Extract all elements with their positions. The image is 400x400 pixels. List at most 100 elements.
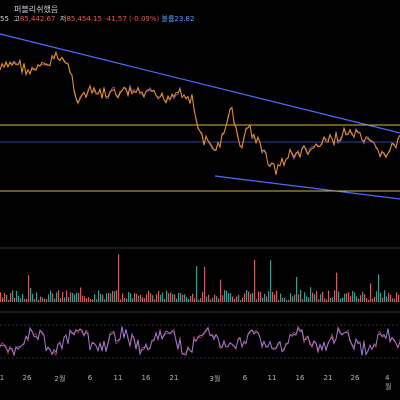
volume-bar [390, 294, 392, 302]
volume-bar [134, 293, 136, 302]
oscillator-pane [0, 324, 400, 359]
volume-bar [242, 297, 244, 302]
volume-bar [174, 294, 176, 302]
volume-bar [94, 294, 96, 302]
volume-bar [72, 293, 74, 302]
time-axis-tick: 4월 [385, 374, 392, 391]
volume-bar [70, 292, 72, 302]
oscillator-signal-line [0, 325, 400, 357]
volume-bar [66, 290, 68, 302]
trendline-group [0, 33, 400, 200]
volume-bar [246, 290, 248, 302]
volume-bar [120, 299, 122, 302]
volume-bar [182, 294, 184, 302]
volume-bar [342, 297, 344, 302]
volume-bar [22, 294, 24, 302]
volume-bar [36, 292, 38, 302]
volume-bar [186, 297, 188, 302]
volume-bar [88, 297, 90, 302]
volume-bar [20, 298, 22, 302]
volume-bar [192, 293, 194, 302]
volume-bar [304, 292, 306, 302]
volume-bar [108, 292, 110, 302]
volume-bar [164, 299, 166, 302]
volume-bar [234, 299, 236, 302]
volume-bar [324, 298, 326, 302]
volume-bar [384, 290, 386, 302]
time-axis-tick: 2월 [54, 375, 66, 383]
volume-bar [358, 298, 360, 302]
volume-bar [378, 274, 380, 302]
volume-bar [198, 299, 200, 302]
volume-bar [262, 297, 264, 302]
volume-bar [176, 298, 178, 302]
volume-bar [104, 299, 106, 302]
volume-bar [306, 296, 308, 302]
volume-bar [138, 295, 140, 302]
volume-bar [132, 298, 134, 302]
volume-bar [208, 294, 210, 302]
volume-bar [204, 266, 206, 302]
time-axis-tick: 6 [242, 374, 248, 382]
time-axis[interactable]: 1 26 2월 6 11 16 21 3월 6 11 16 21 26 4월 [0, 370, 400, 400]
horizontal-line-group [0, 124, 400, 192]
volume-bar [272, 291, 274, 302]
volume-bar [322, 292, 324, 302]
time-axis-tick: 21 [323, 374, 333, 382]
volume-bar [112, 290, 114, 302]
volume-bar [178, 292, 180, 302]
volume-bar [302, 299, 304, 302]
volume-bar [34, 299, 36, 302]
volume-bar [114, 291, 116, 302]
ohlc-open: 55 [0, 15, 9, 23]
volume-bar [60, 298, 62, 302]
volume-bar [214, 294, 216, 302]
volume-bar [12, 290, 14, 302]
time-axis-tick: 16 [141, 374, 151, 382]
volume-bar [24, 299, 26, 302]
volume-bar [40, 296, 42, 302]
volume-bar [200, 298, 202, 302]
volume-bar [126, 298, 128, 302]
volume-bar [206, 296, 208, 302]
time-axis-tick: 26 [22, 374, 32, 382]
price-line-secondary [0, 50, 400, 176]
volume-bar [106, 293, 108, 302]
volume-bar [154, 299, 156, 302]
volume-bar [254, 259, 256, 302]
volume-bar [56, 292, 58, 302]
volume-bar [286, 299, 288, 302]
volume-bar [152, 295, 154, 302]
volume-bar [166, 290, 168, 302]
volume-bar [394, 298, 396, 302]
volume-bar [348, 292, 350, 302]
volume-bar [294, 294, 296, 302]
volume-bar [216, 296, 218, 302]
volume-bar [86, 298, 88, 302]
volume-bar [50, 290, 52, 302]
volume-bar [128, 292, 130, 302]
volume-bar [300, 289, 302, 302]
volume-bar [150, 293, 152, 302]
time-axis-tick: 26 [350, 374, 360, 382]
volume-bar [314, 294, 316, 302]
ohlc-high: 85,442.67 [19, 15, 56, 23]
volume-bar [100, 293, 102, 302]
volume-bar [110, 293, 112, 302]
volume-bar [168, 293, 170, 302]
volume-bar [282, 297, 284, 302]
price-chart[interactable] [0, 0, 400, 370]
volume-label: 볼륨 [161, 15, 175, 23]
volume-bar [226, 290, 228, 302]
volume-bar [382, 297, 384, 302]
volume-bar [130, 293, 132, 302]
volume-bar [350, 296, 352, 302]
volume-bar [336, 272, 338, 302]
volume-bar [48, 294, 50, 302]
time-axis-tick: 16 [295, 374, 305, 382]
ohlc-readout: 55 고85,442.67 저85,454.15 -41.57 (-0.09%)… [0, 15, 195, 23]
volume-bar [244, 293, 246, 302]
volume-bar [90, 299, 92, 302]
volume-bar [0, 292, 2, 302]
volume-bar [374, 296, 376, 302]
